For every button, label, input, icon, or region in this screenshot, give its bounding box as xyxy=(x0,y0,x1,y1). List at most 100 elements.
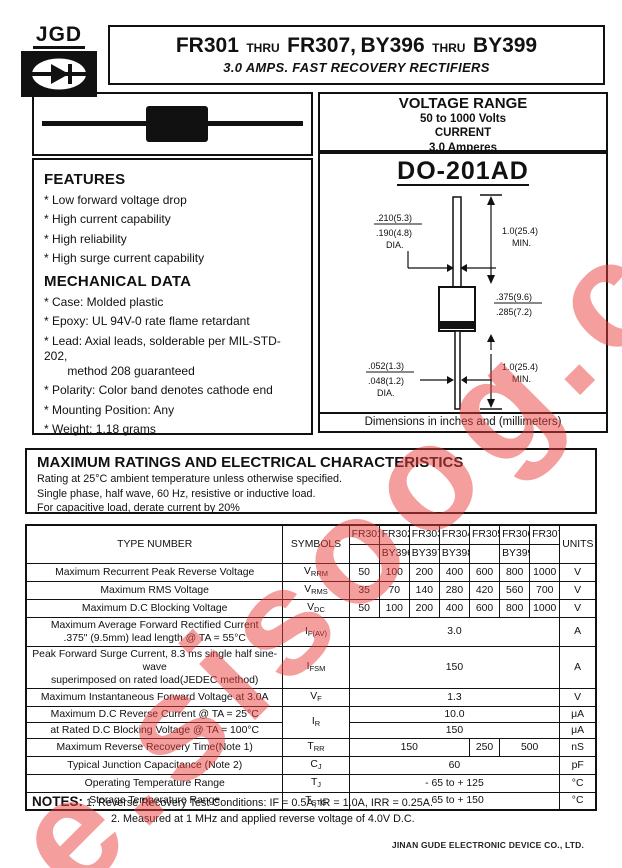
row-symbol: VRRM xyxy=(282,562,350,582)
dim-body-min: .285(7.2) xyxy=(496,307,532,317)
table-row-ir-25c: Maximum D.C Reverse Current @ TA = 25°C … xyxy=(25,705,597,739)
table-row-ifsm: Peak Forward Surge Current, 8.3 ms singl… xyxy=(25,645,597,689)
col-header-fr307: FR307 xyxy=(529,524,561,545)
row-label: Maximum Reverse Recovery Time(Note 1) xyxy=(25,737,284,757)
row-value: 1000 xyxy=(529,598,561,618)
row-value: 150 xyxy=(348,721,561,739)
diode-photo-box xyxy=(32,92,313,156)
row-unit: V xyxy=(559,562,597,582)
dim-body-max: .375(9.6) xyxy=(496,292,532,302)
row-value: 100 xyxy=(378,562,410,582)
col-header-by399: BY399 xyxy=(499,543,531,564)
title-part: FR307, xyxy=(287,34,356,57)
row-unit: °C xyxy=(559,773,597,793)
row-value: 700 xyxy=(529,580,561,600)
row-symbol: TJ xyxy=(282,773,350,793)
features-box: FEATURES * Low forward voltage drop * Hi… xyxy=(32,158,313,438)
note-2: 2. Measured at 1 MHz and applied reverse… xyxy=(111,812,415,825)
mechanical-item: * Epoxy: UL 94V-0 rate flame retardant xyxy=(44,314,250,328)
row-label: Maximum D.C Blocking Voltage xyxy=(25,598,284,618)
row-unit: V xyxy=(559,598,597,618)
row-value: 250 xyxy=(468,737,501,757)
row-unit: A xyxy=(559,645,597,689)
notes-heading: NOTES: xyxy=(32,794,84,809)
col-header-by397: BY397 xyxy=(408,543,440,564)
row-symbol: IR xyxy=(282,705,350,739)
voltage-range-current-label: CURRENT xyxy=(434,127,492,140)
dim-bottom-lead-length: 1.0(25.4) xyxy=(502,362,538,372)
ratings-condition-1: Rating at 25°C ambient temperature unles… xyxy=(37,473,342,485)
dim-bottom-lead-min: MIN. xyxy=(512,374,531,384)
row-symbol: VRMS xyxy=(282,580,350,600)
page-subtitle: 3.0 AMPS. FAST RECOVERY RECTIFIERS xyxy=(223,60,490,75)
row-label: Maximum Average Forward Rectified Curren… xyxy=(25,616,284,647)
row-unit: μA xyxy=(559,721,597,739)
row-label: Maximum RMS Voltage xyxy=(25,580,284,600)
dim-lead-dia-top-min: .190(4.8) xyxy=(376,228,412,238)
row-value: 10.0 xyxy=(348,705,561,723)
row-symbol: TSTG xyxy=(282,791,350,811)
table-row-vf: Maximum Instantaneous Forward Voltage at… xyxy=(25,687,597,707)
features-heading: FEATURES xyxy=(44,171,126,188)
mechanical-list: * Case: Molded plastic * Epoxy: UL 94V-0… xyxy=(44,295,301,438)
row-unit: °C xyxy=(559,791,597,811)
row-symbol: VF xyxy=(282,687,350,707)
package-drawing-box: DO-201AD 1.0(25.4) MIN. .210(5.3) .190(4… xyxy=(318,152,608,433)
col-header-units: UNITS xyxy=(559,524,597,564)
row-label: Storage Temperature Range xyxy=(25,791,284,811)
table-row-vrms: Maximum RMS Voltage VRMS 35 70 140 280 4… xyxy=(25,580,597,600)
col-header-blank xyxy=(468,543,501,564)
row-value: - 65 to + 125 xyxy=(348,773,561,793)
row-value: 500 xyxy=(499,737,561,757)
col-header-blank xyxy=(348,543,380,564)
dim-lead-dia-bottom-label: DIA. xyxy=(377,388,395,398)
dim-lead-dia-top-label: DIA. xyxy=(386,240,404,250)
mechanical-heading: MECHANICAL DATA xyxy=(44,273,192,290)
col-header-by396: BY396 xyxy=(378,543,410,564)
ratings-heading: MAXIMUM RATINGS AND ELECTRICAL CHARACTER… xyxy=(37,454,464,471)
title-part: BY399 xyxy=(472,34,538,57)
row-value: 35 xyxy=(348,580,380,600)
row-unit: A xyxy=(559,616,597,647)
row-value: 50 xyxy=(348,562,380,582)
row-label: Maximum Recurrent Peak Reverse Voltage xyxy=(25,562,284,582)
row-value: 400 xyxy=(438,598,470,618)
col-header-symbols: SYMBOLS xyxy=(282,524,350,564)
dim-lead-dia-bottom-max: .052(1.3) xyxy=(368,361,404,371)
row-unit: V xyxy=(559,580,597,600)
row-value: 1.3 xyxy=(348,687,561,707)
col-header-fr304: FR304 xyxy=(438,524,470,545)
mechanical-item: * Polarity: Color band denotes cathode e… xyxy=(44,383,273,397)
col-header-by398: BY398 xyxy=(438,543,470,564)
jgd-logo-diode-icon xyxy=(21,51,97,97)
row-label: Maximum D.C Reverse Current @ TA = 25°C xyxy=(25,705,284,723)
row-value: 100 xyxy=(378,598,410,618)
ratings-table-wrap: TYPE NUMBER SYMBOLS FR301 FR302 FR303 FR… xyxy=(25,524,597,811)
row-label: at Rated D.C Blocking Voltage @ TA = 100… xyxy=(25,721,284,739)
title-part: FR301 xyxy=(175,34,239,57)
ratings-heading-box: MAXIMUM RATINGS AND ELECTRICAL CHARACTER… xyxy=(25,448,597,514)
feature-item: * High surge current capability xyxy=(44,251,205,265)
ratings-table: TYPE NUMBER SYMBOLS FR301 FR302 FR303 FR… xyxy=(25,524,597,811)
row-unit: μA xyxy=(559,705,597,723)
voltage-range-title: VOLTAGE RANGE xyxy=(398,95,528,112)
ratings-condition-3: For capacitive load, derate current by 2… xyxy=(37,502,240,515)
table-row-ir-100c: at Rated D.C Blocking Voltage @ TA = 100… xyxy=(25,721,597,739)
voltage-range-volts: 50 to 1000 Volts xyxy=(419,113,507,125)
row-value: 400 xyxy=(438,562,470,582)
row-value: 800 xyxy=(499,598,531,618)
row-value: 150 xyxy=(348,737,470,757)
note-1: 1. Reverse Recovery Test Conditions: IF … xyxy=(86,797,433,809)
row-symbol: TRR xyxy=(282,737,350,757)
feature-item: * Low forward voltage drop xyxy=(44,192,187,207)
row-symbol: VDC xyxy=(282,598,350,618)
row-value: 60 xyxy=(348,755,561,775)
title-thru: THRU xyxy=(246,41,280,55)
row-unit: nS xyxy=(559,737,597,757)
row-label: Typical Junction Capacitance (Note 2) xyxy=(25,755,284,775)
jgd-logo: JGD xyxy=(14,24,104,97)
row-value: 420 xyxy=(468,580,501,600)
jgd-logo-text: JGD xyxy=(32,24,86,49)
row-value: 200 xyxy=(408,598,440,618)
